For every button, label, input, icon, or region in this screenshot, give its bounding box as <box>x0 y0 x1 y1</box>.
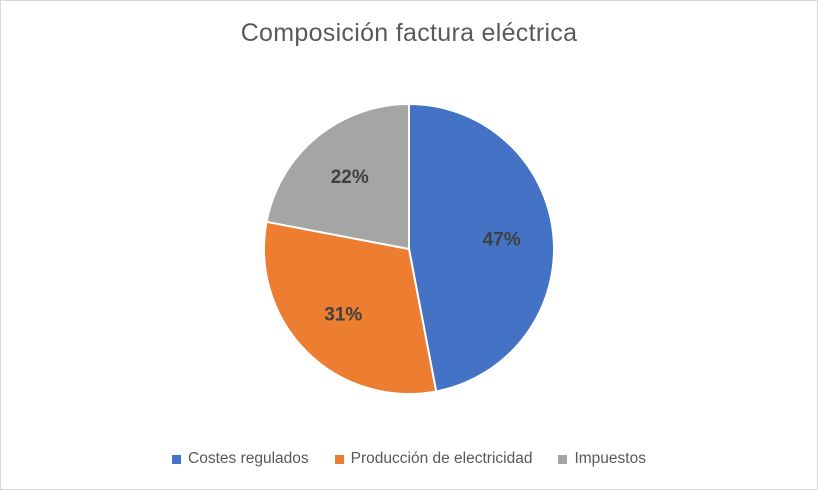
data-label-costes-regulados: 47% <box>483 230 521 251</box>
data-label-produccion-electricidad: 31% <box>324 304 362 325</box>
legend-label-impuestos: Impuestos <box>574 450 646 467</box>
data-label-impuestos: 22% <box>331 167 369 188</box>
legend-item-produccion-electricidad: Producción de electricidad <box>334 450 533 468</box>
legend-label-produccion-electricidad: Producción de electricidad <box>350 450 533 467</box>
pie-slice-produccion-electricidad <box>263 220 438 395</box>
legend: Costes regulados Producción de electrici… <box>1 450 817 468</box>
legend-swatch-produccion-electricidad <box>334 454 344 464</box>
legend-item-impuestos: Impuestos <box>558 450 646 468</box>
legend-label-costes-regulados: Costes regulados <box>188 450 309 467</box>
pie-slice-impuestos <box>265 102 410 251</box>
legend-swatch-costes-regulados <box>172 454 182 464</box>
legend-item-costes-regulados: Costes regulados <box>172 450 309 468</box>
legend-swatch-impuestos <box>558 454 568 464</box>
chart-title: Composición factura eléctrica <box>240 19 578 47</box>
pie-slice-costes-regulados <box>408 102 555 393</box>
